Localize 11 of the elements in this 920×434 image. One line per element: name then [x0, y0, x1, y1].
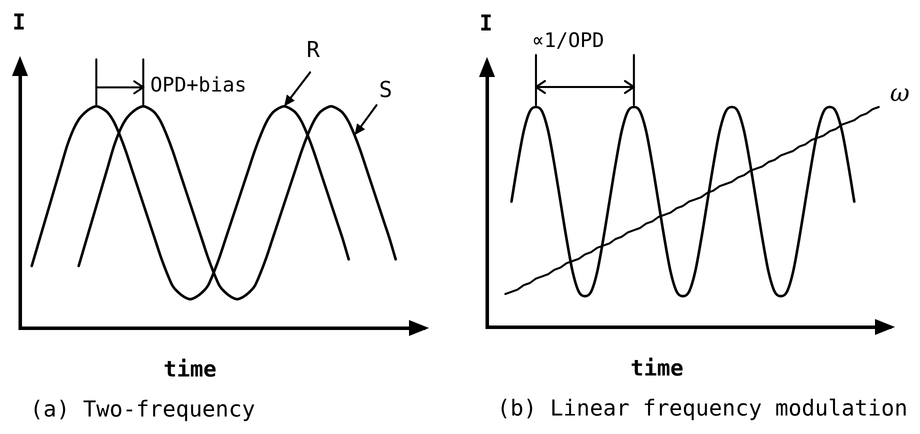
x-axis-title: time	[630, 356, 684, 382]
text: (b) Linear frequency modulation	[497, 396, 908, 422]
series-label: S	[378, 78, 392, 103]
x-axis-title: time	[164, 358, 216, 383]
series-label: ω	[890, 79, 910, 108]
text: ∝1/OPD	[532, 28, 604, 52]
text: R	[306, 38, 321, 64]
y-axis-title: I	[12, 10, 26, 36]
y-axis-title: I	[479, 12, 493, 37]
text: (a) Two-frequency	[30, 398, 256, 423]
text: OPD+bias	[150, 72, 247, 97]
